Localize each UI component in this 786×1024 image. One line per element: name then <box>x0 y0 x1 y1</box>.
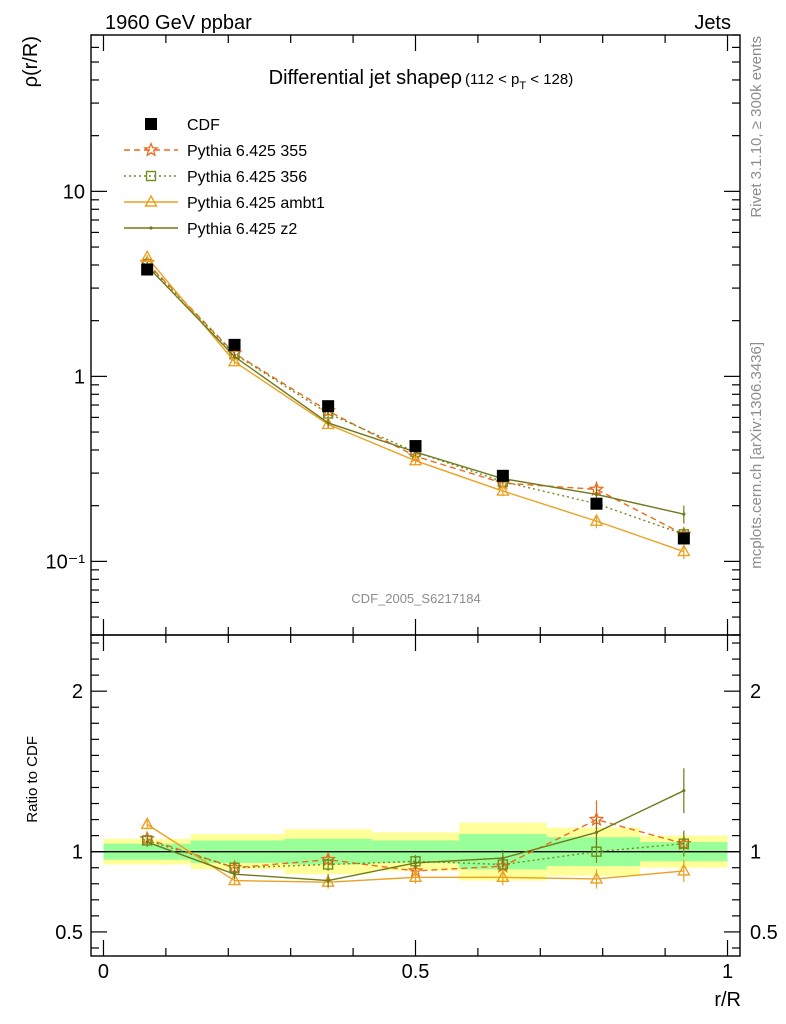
legend-marker <box>149 226 153 230</box>
ratio-series-layer <box>139 768 692 889</box>
legend: CDF Pythia 6.425 355 Pythia 6.425 356 Pythi… <box>124 117 325 238</box>
cdf-data-point <box>590 497 603 510</box>
ratio-point <box>589 871 604 884</box>
cdf-data-point <box>322 400 335 413</box>
legend-marker <box>143 141 159 157</box>
x-axis-label: r/R <box>714 989 741 1011</box>
ratio-point <box>408 869 423 883</box>
ratio-point <box>413 861 418 865</box>
y-tick-label: 10 <box>63 181 85 203</box>
ratio-panel: 0 0.5 1 0.5 0.5 1 1 2 2 Ratio to CDF r/R <box>24 634 778 1011</box>
series-point <box>496 483 510 496</box>
legend-label: Pythia 6.425 z2 <box>187 221 297 238</box>
y-axis-label: ρ(r/R) <box>20 36 42 87</box>
ratio-point <box>232 872 237 876</box>
title-cut-pre: (112 < p <box>465 71 519 88</box>
cdf-data-point <box>228 338 241 351</box>
legend-entry: CDF <box>145 117 220 134</box>
series-line <box>146 265 684 515</box>
legend-entry: Pythia 6.425 z2 <box>124 221 297 238</box>
legend-label: Pythia 6.425 ambt1 <box>187 195 325 212</box>
series-point <box>408 453 423 466</box>
ratio-point <box>678 838 690 849</box>
series-point <box>232 354 237 359</box>
series-line <box>146 256 685 553</box>
title-cut-sub: T <box>519 80 526 92</box>
title-cut-post: < 128) <box>526 71 573 88</box>
series-point <box>682 512 686 516</box>
main-title: Differential jet shapeρ <box>269 67 462 89</box>
series-point <box>140 249 154 263</box>
x-tick-label: 1 <box>722 961 733 983</box>
ratio-y-tick-label: 2 <box>72 681 83 703</box>
legend-marker <box>144 194 158 207</box>
ratio-point <box>591 846 602 857</box>
y-tick-label: 1 <box>74 366 85 388</box>
ratio-point <box>322 859 334 870</box>
legend-marker <box>145 170 157 182</box>
legend-entry: Pythia 6.425 ambt1 <box>124 194 325 212</box>
y-tick-label: 10⁻¹ <box>46 551 86 573</box>
ratio-point <box>145 840 149 844</box>
ratio-y-tick-label-right: 0.5 <box>750 922 778 944</box>
cdf-data-point <box>141 263 154 276</box>
ratio-y-tick-label-right: 2 <box>750 681 761 703</box>
ratio-y-axis-label: Ratio to CDF <box>24 736 41 823</box>
series-line <box>146 262 685 535</box>
main-axes-ticks: 10⁻¹ 1 10 <box>46 34 740 636</box>
cdf-data-point <box>496 469 509 482</box>
cdf-data-point <box>677 532 690 545</box>
main-series-layer <box>139 249 692 560</box>
ratio-point <box>501 856 505 860</box>
main-title-cut: (112 < pT < 128) <box>465 71 573 92</box>
legend-label: Pythia 6.425 356 <box>187 169 307 186</box>
x-tick-label: 0.5 <box>402 961 430 983</box>
legend-marker <box>145 118 157 130</box>
main-panel: 10⁻¹ 1 10 Differential jet shapeρ (112 < p… <box>20 34 741 636</box>
ratio-frame <box>90 634 741 957</box>
mcplots-label: mcplots.cern.ch [arXiv:1306.3436] <box>748 342 765 569</box>
series-point <box>677 544 691 557</box>
ratio-point <box>594 830 599 835</box>
series-point <box>326 421 330 425</box>
ratio-point <box>496 869 510 883</box>
ratio-y-tick-label: 1 <box>72 842 83 864</box>
series-point <box>227 354 242 367</box>
series-point <box>594 492 599 497</box>
header-energy: 1960 GeV ppbar <box>105 12 252 34</box>
legend-label: CDF <box>187 117 220 134</box>
legend-entry: Pythia 6.425 355 <box>124 141 307 160</box>
ratio-y-tick-label-right: 1 <box>750 842 761 864</box>
ratio-point <box>326 878 330 883</box>
cdf-data-point <box>409 440 422 453</box>
ratio-point <box>682 789 686 793</box>
analysis-watermark: CDF_2005_S6217184 <box>351 591 480 606</box>
rivet-version-label: Rivet 3.1.10, ≥ 300k events <box>748 36 765 218</box>
x-tick-label: 0 <box>98 961 109 983</box>
ratio-point <box>677 863 691 876</box>
series-point <box>589 513 604 526</box>
legend-entry: Pythia 6.425 356 <box>124 169 307 186</box>
legend-label: Pythia 6.425 355 <box>187 143 307 160</box>
header-process: Jets <box>694 12 731 34</box>
ratio-point <box>227 873 242 886</box>
ratio-y-tick-label: 0.5 <box>55 922 83 944</box>
ratio-axes-ticks: 0 0.5 1 0.5 0.5 1 1 2 2 <box>55 635 778 983</box>
series-line <box>146 263 685 536</box>
ratio-point <box>140 816 154 830</box>
